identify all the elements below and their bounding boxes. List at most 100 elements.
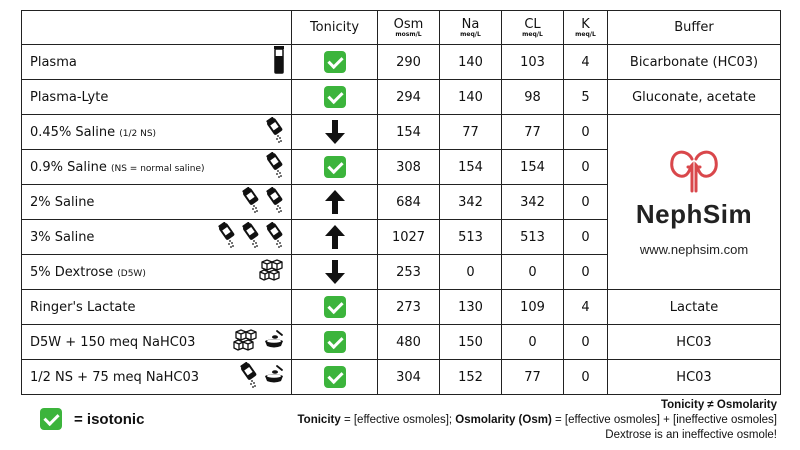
buffer-cell: Gluconate, acetate: [607, 79, 781, 115]
notes-definition: Tonicity = [effective osmoles]; Osmolari…: [297, 414, 777, 426]
fluid-name: Ringer's Lactate: [30, 299, 136, 315]
fluid-name-cell: 2% Saline: [21, 184, 292, 220]
buffer-cell: HC03: [607, 359, 781, 395]
fluid-name: 0.45% Saline: [30, 124, 120, 140]
k-cell: 4: [563, 44, 608, 80]
baking-soda-bowl-icon: [263, 329, 285, 355]
tonicity-cell: [291, 44, 378, 80]
fluid-name-cell: 1/2 NS + 75 meq NaHC03: [21, 359, 292, 395]
k-cell: 0: [563, 254, 608, 290]
fluid-name: 5% Dextrose: [30, 264, 118, 280]
fluid-name-cell: 0.9% Saline (NS = normal saline): [21, 149, 292, 185]
na-cell: 0: [439, 254, 502, 290]
osm-cell: 684: [377, 184, 440, 220]
cl-cell: 0: [501, 254, 564, 290]
table-row: Plasma-Lyte 294 140 98 5 Gluconate, acetate: [21, 79, 781, 115]
fluid-name: 0.9% Saline: [30, 159, 111, 175]
header-osm: Osm mosm/L: [377, 10, 440, 45]
sugar-cubes-icon: [259, 259, 285, 285]
na-cell: 77: [439, 114, 502, 150]
tonicity-cell: [291, 79, 378, 115]
header-buffer: Buffer: [607, 10, 781, 45]
check-icon: [323, 331, 346, 353]
notes: Tonicity ≠ Osmolarity Tonicity = [effect…: [298, 398, 777, 443]
table-row: 2% Saline 684 342 342 0: [21, 184, 781, 220]
cl-cell: 103: [501, 44, 564, 80]
tonicity-cell: [291, 149, 378, 185]
salt-shaker-icon: [241, 221, 261, 252]
tonicity-cell: [291, 219, 378, 255]
fluid-name: Plasma-Lyte: [30, 89, 109, 105]
fluid-name-cell: 5% Dextrose (D5W): [21, 254, 292, 290]
osm-cell: 294: [377, 79, 440, 115]
na-cell: 152: [439, 359, 502, 395]
check-icon: [323, 86, 346, 108]
tonicity-cell: [291, 359, 378, 395]
sugar-cubes-icon: [233, 329, 259, 355]
test-tube-icon: [273, 46, 285, 78]
osm-cell: 154: [377, 114, 440, 150]
fluid-name-cell: 0.45% Saline (1/2 NS): [21, 114, 292, 150]
cl-cell: 77: [501, 359, 564, 395]
check-icon: [323, 51, 346, 73]
k-cell: 0: [563, 114, 608, 150]
tonicity-cell: [291, 184, 378, 220]
tonicity-cell: [291, 324, 378, 360]
salt-shaker-icon: [265, 116, 285, 147]
cl-cell: 513: [501, 219, 564, 255]
cl-cell: 77: [501, 114, 564, 150]
table-row: Plasma 290 140 103 4 Bicarbonate (HC03): [21, 44, 781, 80]
fluid-name-note: (NS = normal saline): [110, 163, 205, 174]
fluid-name: 2% Saline: [30, 194, 95, 210]
table-row: 0.45% Saline (1/2 NS) 154 77 77 0 NephSim www.…: [21, 114, 781, 290]
osm-cell: 273: [377, 289, 440, 325]
check-icon: [40, 408, 62, 430]
na-cell: 140: [439, 44, 502, 80]
header-fluid: [21, 10, 292, 45]
salt-shaker-icon: [265, 186, 285, 217]
salt-shaker-icon: [241, 186, 261, 217]
kidney-logo-icon: [608, 147, 780, 197]
k-cell: 4: [563, 289, 608, 325]
arrow-up-icon: [324, 225, 346, 249]
check-icon: [323, 366, 346, 388]
cl-cell: 154: [501, 149, 564, 185]
nephsim-logo-cell: NephSim www.nephsim.com: [607, 114, 781, 290]
k-cell: 0: [563, 219, 608, 255]
arrow-up-icon: [324, 190, 346, 214]
legend-label: = isotonic: [74, 410, 145, 428]
cl-cell: 98: [501, 79, 564, 115]
tonicity-cell: [291, 114, 378, 150]
fluid-name: 3% Saline: [30, 229, 95, 245]
notes-dextrose: Dextrose is an ineffective osmole!: [605, 429, 777, 441]
buffer-cell: HC03: [607, 324, 781, 360]
fluid-name-note: (D5W): [117, 268, 146, 279]
buffer-cell: Lactate: [607, 289, 781, 325]
cl-cell: 109: [501, 289, 564, 325]
osm-cell: 1027: [377, 219, 440, 255]
fluid-name-cell: D5W + 150 meq NaHC03: [21, 324, 292, 360]
osm-cell: 480: [377, 324, 440, 360]
fluid-name-cell: 3% Saline: [21, 219, 292, 255]
na-cell: 342: [439, 184, 502, 220]
osm-cell: 308: [377, 149, 440, 185]
k-cell: 0: [563, 324, 608, 360]
arrow-down-icon: [324, 120, 346, 144]
salt-shaker-icon: [265, 221, 285, 252]
osm-cell: 253: [377, 254, 440, 290]
check-icon: [323, 156, 346, 178]
k-cell: 0: [563, 149, 608, 185]
baking-soda-bowl-icon: [263, 364, 285, 390]
buffer-cell: Bicarbonate (HC03): [607, 44, 781, 80]
salt-shaker-icon: [265, 151, 285, 182]
fluid-name: Plasma: [30, 54, 77, 70]
na-cell: 150: [439, 324, 502, 360]
table-row: Ringer's Lactate 273 130 109 4 Lactate: [21, 289, 781, 325]
fluid-name-cell: Plasma: [21, 44, 292, 80]
cl-cell: 342: [501, 184, 564, 220]
k-cell: 0: [563, 359, 608, 395]
fluid-name: D5W + 150 meq NaHC03: [30, 334, 196, 350]
